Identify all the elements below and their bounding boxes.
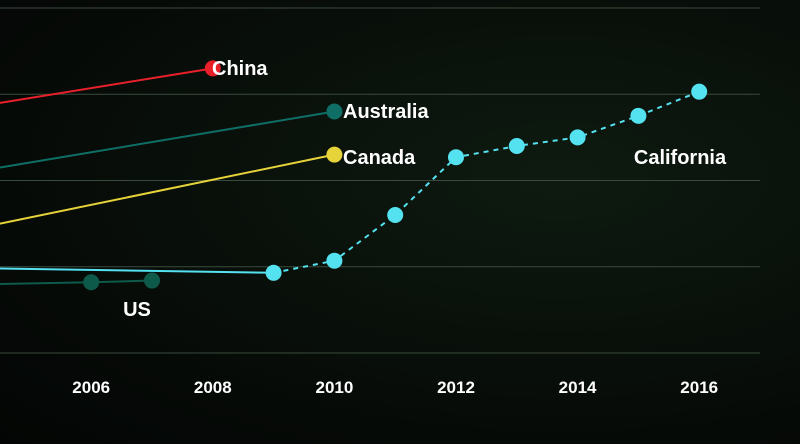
california-point [265, 264, 282, 281]
california-point [326, 252, 343, 269]
x-tick-label: 2008 [194, 378, 232, 397]
series-markers [83, 60, 708, 291]
california-point [691, 83, 708, 100]
california-point [630, 107, 647, 124]
gridlines [0, 7, 760, 354]
us-point [144, 272, 160, 289]
us-point [83, 274, 100, 291]
us-label: US [123, 299, 151, 321]
x-tick-label: 2006 [72, 378, 110, 397]
california-label: California [634, 147, 727, 169]
california-line [273, 90, 700, 274]
series-labels: China Australia Canada US California [123, 58, 727, 321]
china-label: China [212, 58, 268, 80]
canada-label: Canada [343, 147, 416, 169]
australia-point [326, 103, 343, 120]
canada-line [0, 153, 335, 225]
us-line [0, 279, 153, 285]
california-point [569, 129, 586, 146]
california-lead-in-line [0, 267, 274, 274]
x-tick-label: 2014 [559, 378, 597, 397]
x-tick-label: 2012 [437, 378, 475, 397]
australia-label: Australia [343, 101, 429, 123]
x-tick-label: 2016 [680, 378, 718, 397]
china-point [204, 60, 221, 77]
x-axis-ticks: 2006 2008 2010 2012 2014 2016 [72, 378, 718, 397]
x-tick-label: 2010 [315, 378, 353, 397]
china-line [0, 67, 213, 104]
australia-line [0, 110, 335, 169]
california-point [387, 207, 404, 223]
california-point [448, 149, 464, 166]
california-point [508, 138, 525, 154]
canada-point [326, 146, 343, 163]
